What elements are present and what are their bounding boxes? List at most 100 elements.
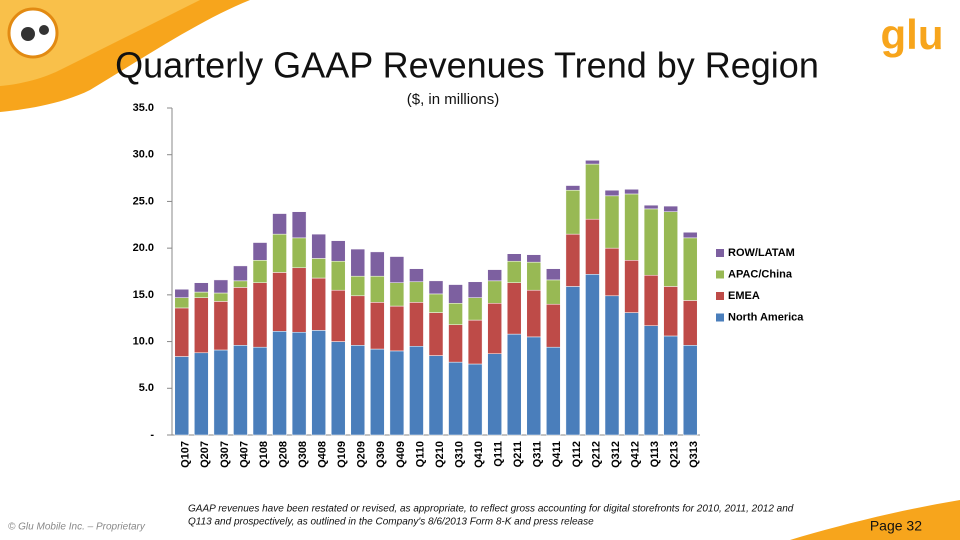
- x-tick-label: Q111: [493, 441, 505, 467]
- legend-label: ROW/LATAM: [728, 247, 795, 259]
- bar-segment: [194, 297, 209, 354]
- bar-segment: [624, 193, 639, 261]
- bar-segment: [487, 353, 502, 436]
- bar-segment: [467, 319, 483, 365]
- bar-segment: [291, 237, 307, 269]
- bar-segment: [604, 189, 620, 197]
- mascot-eye: [39, 25, 49, 35]
- bar-segment: [409, 268, 424, 283]
- bar-segment: [213, 349, 229, 436]
- bar-segment: [194, 291, 209, 298]
- bar-segment: [272, 233, 287, 273]
- bar-segment: [448, 324, 463, 363]
- x-tick-label: Q212: [590, 441, 602, 468]
- bar-segment: [526, 261, 542, 291]
- bar-segment: [389, 305, 405, 352]
- bar-segment: [311, 258, 326, 279]
- bar-segment: [585, 163, 600, 220]
- bar-segment: [585, 274, 600, 436]
- bar-segment: [233, 280, 248, 288]
- mascot-eye: [21, 27, 35, 41]
- bar-segment: [604, 247, 620, 297]
- x-tick-label: Q211: [512, 441, 524, 467]
- legend-label: APAC/China: [728, 268, 793, 280]
- legend-swatch: [716, 270, 724, 279]
- x-tick-label: Q407: [238, 441, 250, 468]
- x-tick-label: Q109: [336, 441, 348, 468]
- x-tick-label: Q112: [571, 441, 583, 467]
- bar-segment: [585, 218, 600, 275]
- y-tick-label: 30.0: [133, 149, 154, 161]
- bar-segment: [487, 280, 502, 304]
- bar-segment: [428, 355, 444, 436]
- bar-segment: [682, 232, 698, 239]
- x-tick-label: Q408: [317, 441, 329, 468]
- legend-label: EMEA: [728, 290, 760, 302]
- x-tick-label: Q210: [434, 441, 446, 468]
- bar-segment: [663, 211, 678, 287]
- page-number: Page 32: [870, 518, 922, 534]
- chart-title: Quarterly GAAP Revenues Trend by Region: [115, 45, 819, 86]
- footnote: Q113 and prospectively, as outlined in t…: [188, 517, 594, 528]
- bar-segment: [311, 277, 326, 331]
- bar-segment: [428, 312, 444, 356]
- bottom-swoosh: [790, 500, 960, 540]
- bar-segment: [174, 307, 190, 357]
- bar-segment: [213, 292, 229, 302]
- x-tick-label: Q313: [688, 441, 700, 468]
- x-tick-label: Q213: [669, 441, 681, 468]
- x-tick-label: Q309: [375, 441, 387, 468]
- bar-segment: [624, 260, 639, 313]
- bar-segment: [350, 248, 366, 277]
- bar-segment: [506, 333, 522, 436]
- bar-segment: [252, 346, 268, 436]
- bar-segment: [585, 160, 600, 165]
- x-tick-label: Q311: [532, 441, 544, 467]
- bar-segment: [330, 341, 346, 436]
- bar-segment: [370, 302, 385, 350]
- bar-segment: [252, 260, 268, 283]
- bar-segment: [233, 265, 248, 282]
- bar-segment: [467, 363, 483, 436]
- bar-segment: [291, 211, 307, 239]
- bar-segment: [291, 331, 307, 436]
- y-tick-label: -: [150, 429, 154, 441]
- bar-segment: [546, 279, 561, 305]
- bar-segment: [409, 302, 424, 347]
- x-tick-label: Q108: [258, 441, 270, 468]
- bar-segment: [448, 284, 463, 304]
- bar-segment: [311, 233, 326, 259]
- x-tick-label: Q110: [414, 441, 426, 467]
- bar-segment: [565, 286, 581, 436]
- bar-segment: [213, 279, 229, 294]
- x-tick-label: Q410: [473, 441, 485, 468]
- bar-segment: [565, 233, 581, 287]
- bar-segment: [409, 345, 424, 436]
- x-tick-label: Q310: [453, 441, 465, 468]
- bar-segment: [272, 331, 287, 436]
- bar-segment: [194, 352, 209, 436]
- bar-segment: [370, 275, 385, 303]
- bar-segment: [252, 282, 268, 348]
- legend-swatch: [716, 313, 724, 322]
- bar-segment: [506, 253, 522, 262]
- bar-segment: [330, 240, 346, 262]
- bar-segment: [546, 303, 561, 348]
- footnote: GAAP revenues have been restated or revi…: [188, 504, 794, 515]
- y-tick-label: 20.0: [133, 242, 154, 254]
- y-tick-label: 35.0: [133, 102, 154, 114]
- x-tick-label: Q113: [649, 441, 661, 467]
- bar-segment: [213, 301, 229, 351]
- bar-segment: [370, 251, 385, 277]
- bar-segment: [526, 336, 542, 436]
- bar-segment: [448, 303, 463, 326]
- bar-segment: [448, 361, 463, 436]
- bar-segment: [604, 195, 620, 249]
- bar-segment: [428, 280, 444, 295]
- legend-swatch: [716, 249, 724, 257]
- y-tick-label: 5.0: [139, 382, 154, 394]
- bar-segment: [291, 267, 307, 333]
- bar-segment: [506, 260, 522, 283]
- bar-segment: [565, 189, 581, 235]
- legend-swatch: [716, 292, 724, 300]
